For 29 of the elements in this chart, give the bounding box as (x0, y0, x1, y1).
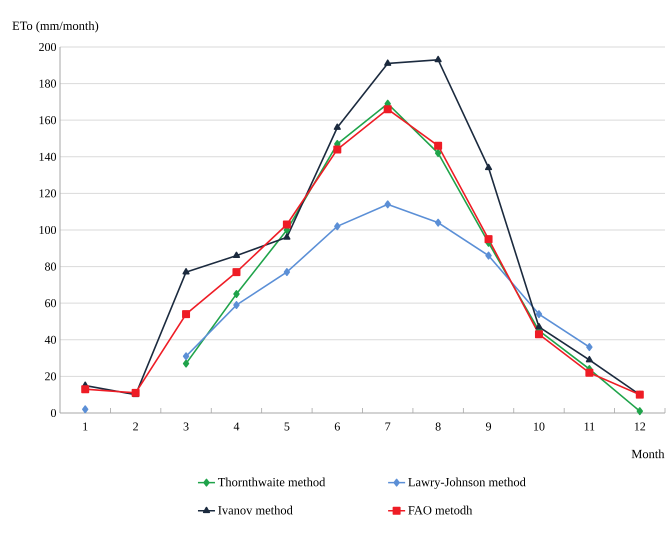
legend-label: Ivanov method (218, 506, 293, 514)
x-tick-label: 11 (584, 422, 594, 430)
y-tick-label: 180 (40, 80, 56, 88)
y-tick-label: 120 (40, 189, 56, 198)
x-tick-label: 5 (284, 422, 290, 430)
y-tick-label: 80 (44, 262, 56, 271)
x-tick-label: 6 (334, 422, 340, 431)
y-tick-label: 200 (39, 42, 56, 52)
x-tick-label: 1 (83, 422, 88, 430)
x-tick-label: 8 (436, 422, 441, 431)
x-tick-label: 3 (184, 422, 189, 431)
legend-label: Lawry-Johnson method (408, 478, 526, 489)
x-tick-label: 7 (386, 422, 390, 430)
legend-label: Thornthwaite method (218, 478, 326, 486)
x-axis-title: Month (632, 449, 664, 458)
y-axis-title: ETo (mm/month) (12, 21, 98, 32)
x-tick-label: 2 (133, 422, 138, 430)
y-tick-label: 40 (44, 336, 56, 344)
x-tick-label: 9 (486, 422, 492, 431)
legend-label: FAO metodh (408, 506, 472, 514)
y-tick-label: 60 (45, 299, 56, 308)
y-tick-label: 100 (40, 226, 56, 234)
y-tick-label: 0 (50, 408, 56, 418)
y-tick-label: 160 (40, 116, 56, 124)
y-tick-label: 20 (45, 372, 56, 380)
y-tick-label: 140 (40, 152, 56, 161)
x-tick-label: 4 (234, 422, 240, 430)
x-tick-label: 10 (534, 422, 544, 431)
x-tick-label: 12 (634, 422, 646, 430)
